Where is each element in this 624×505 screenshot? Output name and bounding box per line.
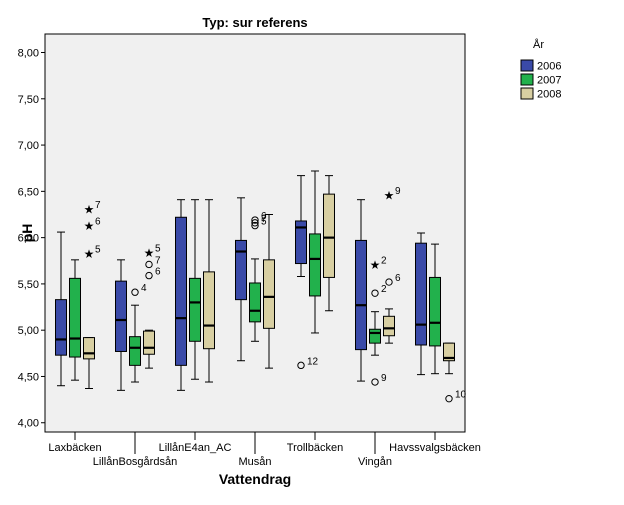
legend-label: 2007 bbox=[537, 75, 561, 87]
outlier-label: 6 bbox=[261, 211, 267, 222]
y-tick-label: 7,50 bbox=[18, 94, 39, 106]
outlier-circle bbox=[251, 216, 259, 224]
box-2007-4 bbox=[309, 233, 321, 297]
box-2006-3 bbox=[235, 239, 247, 301]
outlier-label: 2 bbox=[381, 255, 387, 266]
outlier-star: ★ bbox=[84, 202, 95, 216]
x-tick-label-4: Trollbäcken bbox=[287, 442, 343, 454]
outlier-label: 7 bbox=[261, 214, 267, 225]
box-2008-0 bbox=[83, 337, 95, 360]
box-2007-0 bbox=[69, 277, 81, 358]
chart-title: Typ: sur referens bbox=[202, 15, 307, 30]
box-2007-3 bbox=[249, 282, 261, 323]
box-2006-2 bbox=[175, 216, 187, 366]
outlier-label: 7 bbox=[155, 255, 161, 266]
outlier-circle bbox=[145, 271, 153, 280]
outlier-circle bbox=[251, 221, 259, 230]
box-2008-1 bbox=[143, 330, 155, 355]
box-2006-4 bbox=[295, 220, 307, 265]
outlier-circle bbox=[371, 289, 379, 297]
legend-label: 2006 bbox=[537, 61, 561, 73]
outlier-label: 9 bbox=[395, 186, 401, 197]
plot-area bbox=[44, 33, 466, 433]
legend-title: År bbox=[533, 38, 544, 51]
outlier-circle bbox=[385, 278, 393, 286]
y-tick-label: 8,00 bbox=[18, 48, 39, 60]
outlier-circle bbox=[371, 378, 379, 386]
x-tick-label-2: LillånE4an_AC bbox=[159, 442, 232, 454]
box-2008-2 bbox=[203, 271, 215, 350]
y-axis-label: pH bbox=[19, 224, 35, 243]
x-tick-label-1: LillånBosgårdsån bbox=[93, 456, 177, 468]
box-2008-3 bbox=[263, 259, 275, 329]
box-2007-5 bbox=[369, 328, 381, 344]
box-2008-5 bbox=[383, 315, 395, 337]
y-tick-label: 6,50 bbox=[18, 186, 39, 198]
outlier-star: ★ bbox=[144, 246, 155, 260]
outlier-circle bbox=[145, 260, 153, 269]
legend-swatch-2007 bbox=[520, 73, 534, 86]
box-2008-6 bbox=[443, 342, 455, 362]
outlier-star: ★ bbox=[84, 247, 95, 261]
x-tick-label-6: Havssvalgsbäcken bbox=[389, 442, 481, 454]
outlier-label: 10 bbox=[455, 390, 467, 401]
outlier-label: 7 bbox=[95, 200, 101, 211]
outlier-label: 2 bbox=[381, 284, 387, 295]
outlier-label: 6 bbox=[95, 217, 101, 228]
y-tick-label: 6,00 bbox=[18, 233, 39, 245]
legend-swatch-2008 bbox=[520, 87, 534, 100]
outlier-circle bbox=[445, 394, 453, 403]
box-2008-4 bbox=[323, 193, 335, 278]
box-2006-0 bbox=[55, 299, 67, 356]
box-2006-1 bbox=[115, 280, 127, 352]
outlier-label: 5 bbox=[95, 244, 101, 255]
legend-swatch-2006 bbox=[520, 59, 534, 72]
outlier-circle bbox=[251, 219, 259, 227]
box-2007-2 bbox=[189, 277, 201, 342]
outlier-star: ★ bbox=[84, 219, 95, 233]
x-tick-label-5: Vingån bbox=[358, 456, 392, 468]
outlier-label: 5 bbox=[261, 217, 267, 228]
x-axis-label: Vattendrag bbox=[219, 471, 291, 487]
x-tick-label-3: Musån bbox=[238, 456, 271, 468]
outlier-label: 12 bbox=[307, 356, 319, 367]
box-2007-1 bbox=[129, 336, 141, 366]
y-tick-label: 7,00 bbox=[18, 140, 39, 152]
outlier-star: ★ bbox=[370, 258, 381, 272]
outlier-label: 9 bbox=[381, 373, 387, 384]
outlier-star: ★ bbox=[384, 189, 395, 203]
outlier-label: 6 bbox=[155, 267, 161, 278]
outlier-circle bbox=[297, 361, 305, 370]
outlier-circle bbox=[131, 288, 139, 296]
y-tick-label: 4,00 bbox=[18, 418, 39, 430]
x-tick-label-0: Laxbäcken bbox=[48, 442, 101, 454]
y-tick-label: 5,50 bbox=[18, 279, 39, 291]
outlier-label: 5 bbox=[155, 243, 161, 254]
y-tick-label: 5,00 bbox=[18, 325, 39, 337]
outlier-label: 6 bbox=[395, 273, 401, 284]
box-2006-5 bbox=[355, 239, 367, 351]
box-2007-6 bbox=[429, 276, 441, 347]
legend-label: 2008 bbox=[537, 89, 561, 101]
box-2006-6 bbox=[415, 242, 427, 346]
y-tick-label: 4,50 bbox=[18, 371, 39, 383]
outlier-label: 4 bbox=[141, 283, 147, 294]
